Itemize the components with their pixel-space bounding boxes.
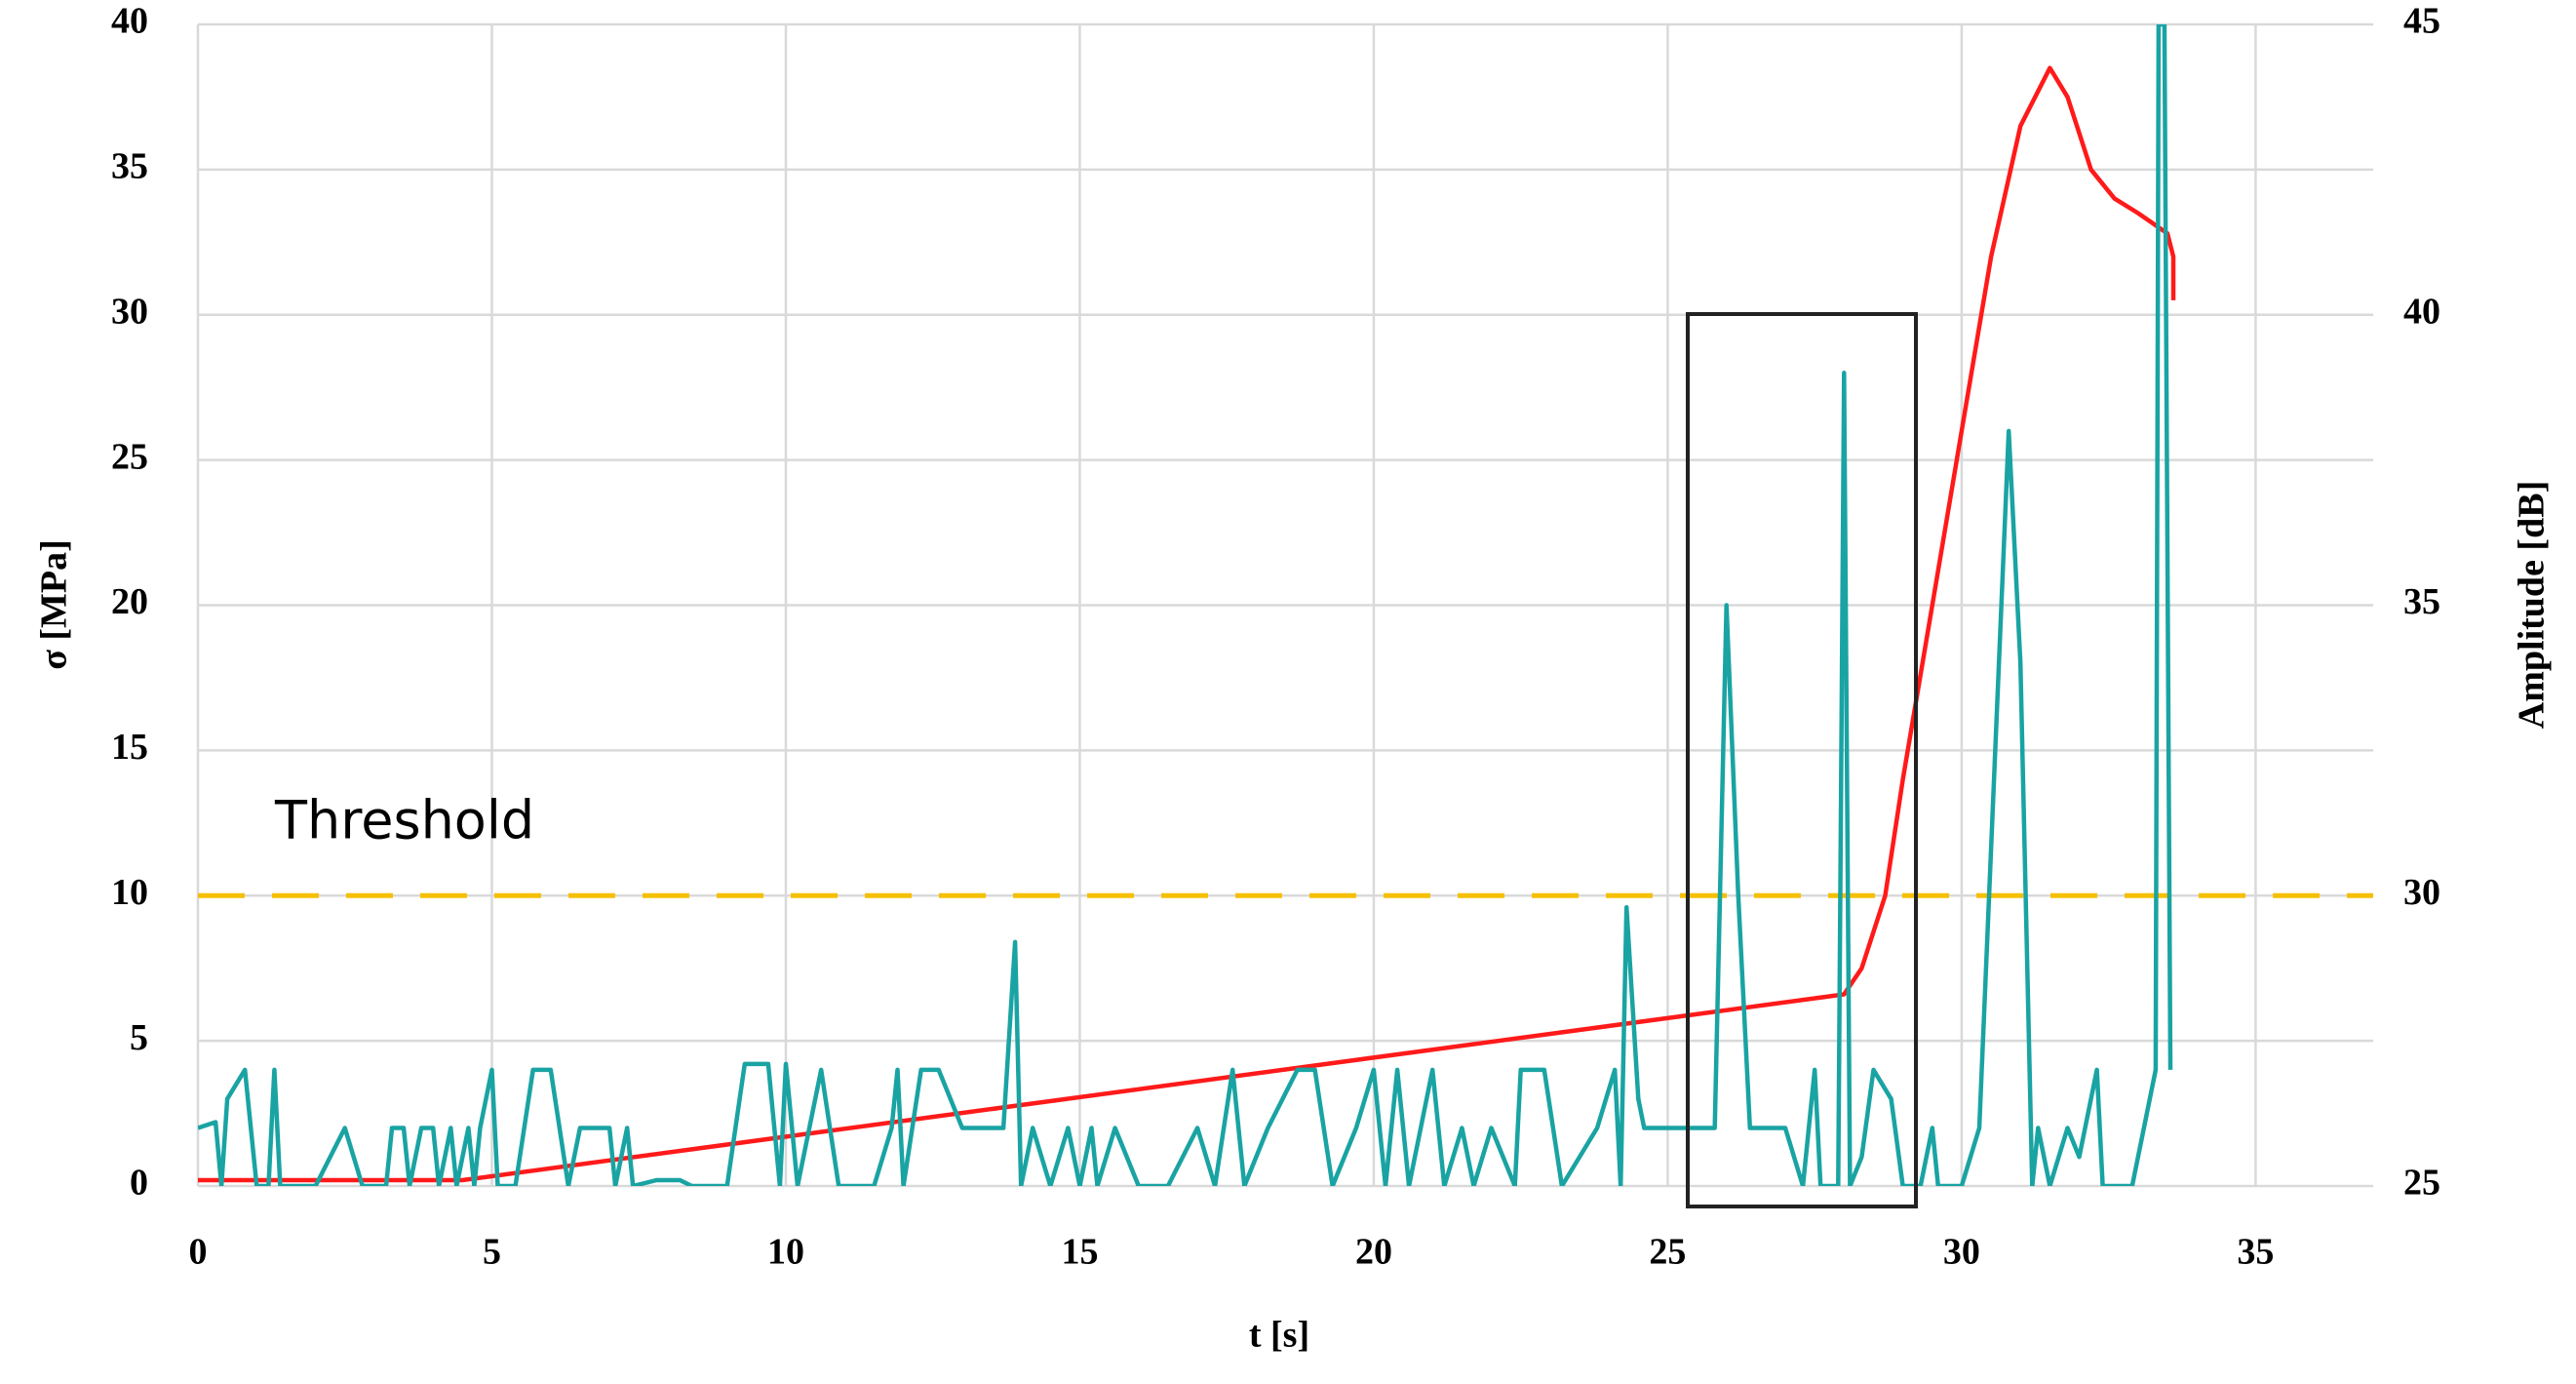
y-tick-label: 25 xyxy=(111,436,148,477)
y-tick-label: 35 xyxy=(111,146,148,187)
highlight-box xyxy=(1686,312,1918,1208)
threshold-label: Threshold xyxy=(274,790,534,851)
y-tick-label: 30 xyxy=(111,291,148,332)
y-tick-label: 15 xyxy=(111,727,148,768)
x-axis-title: t [s] xyxy=(1249,1315,1309,1356)
y2-axis-title: Amplitude [dB] xyxy=(2512,481,2553,729)
x-tick-label: 20 xyxy=(1355,1232,1392,1273)
y2-tick-label: 35 xyxy=(2403,581,2440,622)
series-line xyxy=(198,24,2173,1186)
y2-tick-label: 45 xyxy=(2403,1,2440,42)
series-line xyxy=(198,65,2176,1183)
x-tick-label: 15 xyxy=(1061,1232,1098,1273)
x-tick-label: 5 xyxy=(483,1232,501,1273)
x-tick-label: 35 xyxy=(2237,1232,2274,1273)
y-tick-label: 0 xyxy=(130,1163,148,1204)
y2-tick-label: 25 xyxy=(2403,1163,2440,1204)
y-axis-title: σ [MPa] xyxy=(34,539,75,670)
y-tick-label: 40 xyxy=(111,1,148,42)
x-tick-label: 0 xyxy=(189,1232,208,1273)
y2-tick-label: 40 xyxy=(2403,291,2440,332)
y2-tick-label: 30 xyxy=(2403,872,2440,913)
grid xyxy=(196,22,2373,1188)
y-tick-label: 20 xyxy=(111,581,148,622)
x-tick-label: 25 xyxy=(1649,1232,1686,1273)
x-tick-label: 10 xyxy=(767,1232,804,1273)
y-tick-label: 5 xyxy=(130,1017,148,1058)
y-tick-label: 10 xyxy=(111,872,148,913)
plot-area xyxy=(198,24,2373,1186)
x-tick-label: 30 xyxy=(1943,1232,1980,1273)
